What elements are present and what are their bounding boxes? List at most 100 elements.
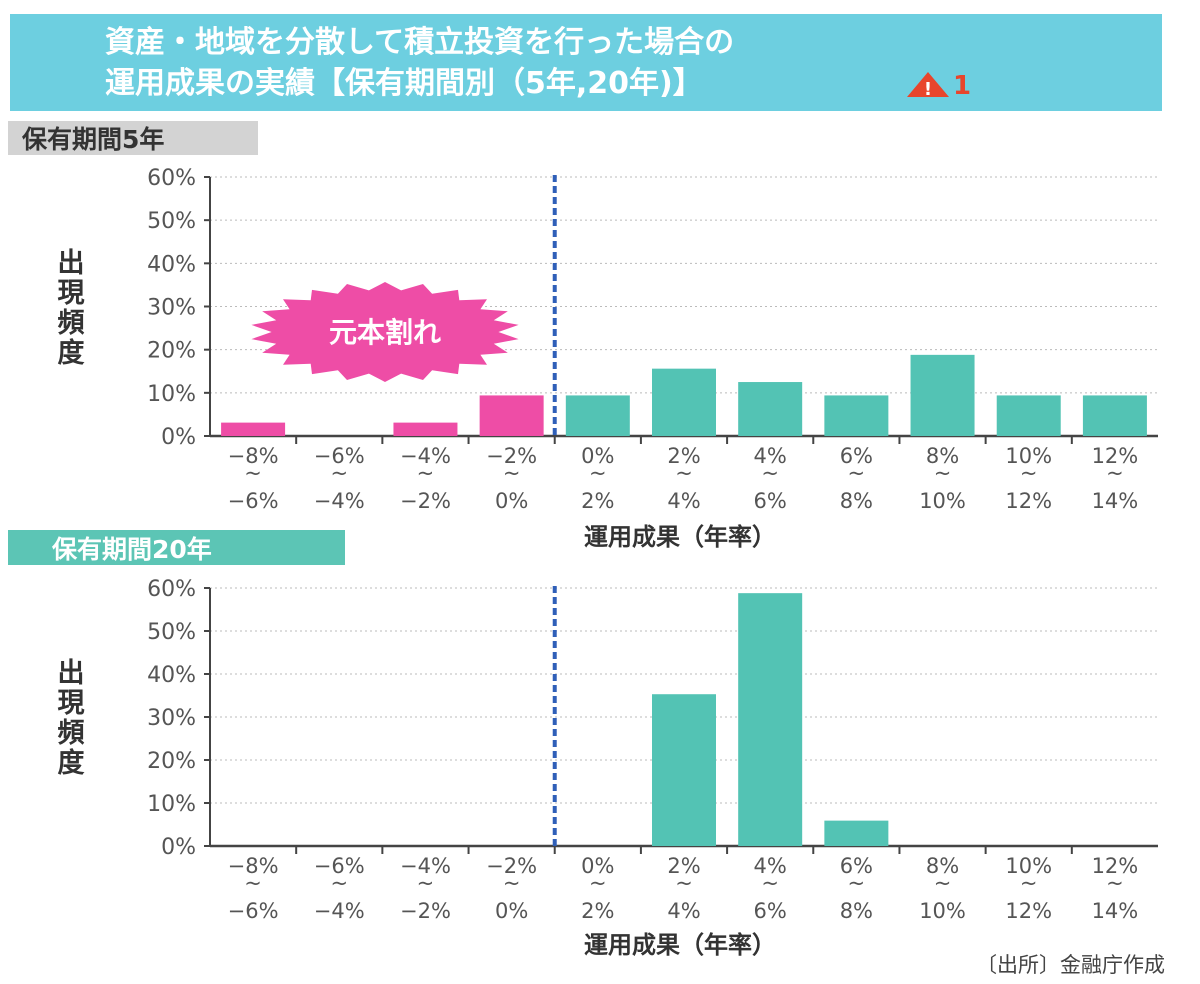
x-tick-label-to: 8% [840, 489, 873, 513]
bar [652, 694, 716, 846]
y-tick-label: 30% [147, 706, 196, 731]
x-tick-label-tilde: ~ [503, 461, 521, 485]
bar [221, 422, 286, 436]
bar [910, 354, 975, 436]
x-tick-label-to: −2% [400, 489, 451, 513]
bar [652, 368, 716, 436]
bar [738, 593, 803, 846]
x-tick-label-to: 2% [581, 489, 614, 513]
x-tick-label-from: 10% [1005, 444, 1052, 468]
x-tick-label-from: 8% [926, 854, 959, 878]
x-tick-label-from: 0% [581, 854, 614, 878]
bar [824, 820, 889, 846]
y-axis-label-5y: 出現頻度 [53, 248, 85, 368]
x-tick-label-to: 14% [1092, 489, 1139, 513]
bar [1082, 395, 1147, 436]
x-tick-label-to: 8% [840, 899, 873, 923]
x-tick-label-from: 2% [667, 444, 700, 468]
x-tick-label-to: 4% [667, 489, 700, 513]
x-tick-label-to: 12% [1005, 489, 1052, 513]
bar [479, 395, 544, 436]
title-line-1: 資産・地域を分散して積立投資を行った場合の [105, 25, 734, 60]
x-tick-label-to: −4% [314, 489, 365, 513]
x-tick-label-tilde: ~ [589, 871, 607, 895]
tag-20-year-label: 保有期間20年 [51, 535, 212, 564]
svg-text:!: ! [924, 79, 932, 100]
x-tick-label-tilde: ~ [675, 871, 693, 895]
x-tick-label-tilde: ~ [675, 461, 693, 485]
x-tick-label-from: 12% [1092, 854, 1139, 878]
y-tick-label: 0% [161, 425, 196, 450]
x-tick-label-to: 2% [581, 899, 614, 923]
x-tick-label-tilde: ~ [1020, 871, 1038, 895]
x-tick-label-tilde: ~ [934, 871, 952, 895]
x-tick-label-tilde: ~ [330, 871, 348, 895]
x-tick-label-from: 4% [754, 854, 787, 878]
bar [393, 422, 458, 436]
loss-starburst-badge [251, 282, 519, 382]
x-tick-label-to: −6% [228, 489, 279, 513]
tag-5-year [8, 121, 258, 155]
x-tick-label-to: 10% [919, 489, 966, 513]
x-tick-label-to: 12% [1005, 899, 1052, 923]
chart-20-year: 0%10%20%30%40%50%60%−8%~−6%−6%~−4%−4%~−2… [147, 577, 1158, 923]
x-tick-label-to: 0% [495, 489, 528, 513]
x-tick-label-tilde: ~ [244, 871, 262, 895]
note-number: 1 [953, 71, 971, 101]
x-tick-label-tilde: ~ [589, 461, 607, 485]
x-axis-label-20y: 運用成果（年率） [584, 931, 776, 959]
x-tick-label-to: −2% [400, 899, 451, 923]
y-tick-label: 40% [147, 252, 196, 277]
title-banner [10, 14, 1162, 111]
x-tick-label-tilde: ~ [1020, 461, 1038, 485]
x-tick-label-from: 0% [581, 444, 614, 468]
bar [996, 395, 1061, 436]
x-tick-label-tilde: ~ [761, 871, 779, 895]
x-tick-label-from: 8% [926, 444, 959, 468]
title-line-2: 運用成果の実績【保有期間別（5年,20年)】 [105, 66, 703, 101]
loss-annotation-label: 元本割れ [329, 316, 441, 349]
y-tick-label: 20% [147, 339, 196, 364]
y-tick-label: 30% [147, 296, 196, 321]
x-tick-label-from: 12% [1092, 444, 1139, 468]
x-tick-label-tilde: ~ [244, 461, 262, 485]
x-tick-label-from: −6% [314, 444, 365, 468]
bar [824, 395, 889, 436]
x-tick-label-from: 10% [1005, 854, 1052, 878]
x-tick-label-from: −8% [228, 854, 279, 878]
tag-20-year [8, 530, 345, 565]
x-tick-label-tilde: ~ [503, 871, 521, 895]
y-axis-label-20y: 出現頻度 [53, 658, 85, 778]
x-tick-label-tilde: ~ [417, 461, 435, 485]
y-tick-label: 10% [147, 382, 196, 407]
chart-5-year: 0%10%20%30%40%50%60%−8%~−6%−6%~−4%−4%~−2… [147, 166, 1158, 513]
y-tick-label: 60% [147, 166, 196, 191]
x-tick-label-from: −8% [228, 444, 279, 468]
x-tick-label-tilde: ~ [761, 461, 779, 485]
y-tick-label: 50% [147, 209, 196, 234]
x-tick-label-tilde: ~ [1106, 871, 1124, 895]
y-tick-label: 0% [161, 835, 196, 860]
source-note: 〔出所〕金融庁作成 [976, 953, 1165, 977]
x-tick-label-from: 2% [667, 854, 700, 878]
y-tick-label: 50% [147, 620, 196, 645]
x-tick-label-from: 4% [754, 444, 787, 468]
x-tick-label-to: 6% [754, 489, 787, 513]
bar [738, 382, 803, 436]
x-tick-label-from: −4% [400, 854, 451, 878]
x-tick-label-to: 0% [495, 899, 528, 923]
x-tick-label-tilde: ~ [848, 461, 866, 485]
x-tick-label-from: −2% [486, 444, 537, 468]
y-tick-label: 40% [147, 663, 196, 688]
x-tick-label-from: −4% [400, 444, 451, 468]
x-tick-label-from: 6% [840, 444, 873, 468]
x-tick-label-tilde: ~ [934, 461, 952, 485]
y-tick-label: 20% [147, 749, 196, 774]
x-tick-label-to: 4% [667, 899, 700, 923]
x-tick-label-from: −6% [314, 854, 365, 878]
x-tick-label-tilde: ~ [330, 461, 348, 485]
x-tick-label-tilde: ~ [1106, 461, 1124, 485]
x-tick-label-to: 10% [919, 899, 966, 923]
x-tick-label-to: 14% [1092, 899, 1139, 923]
